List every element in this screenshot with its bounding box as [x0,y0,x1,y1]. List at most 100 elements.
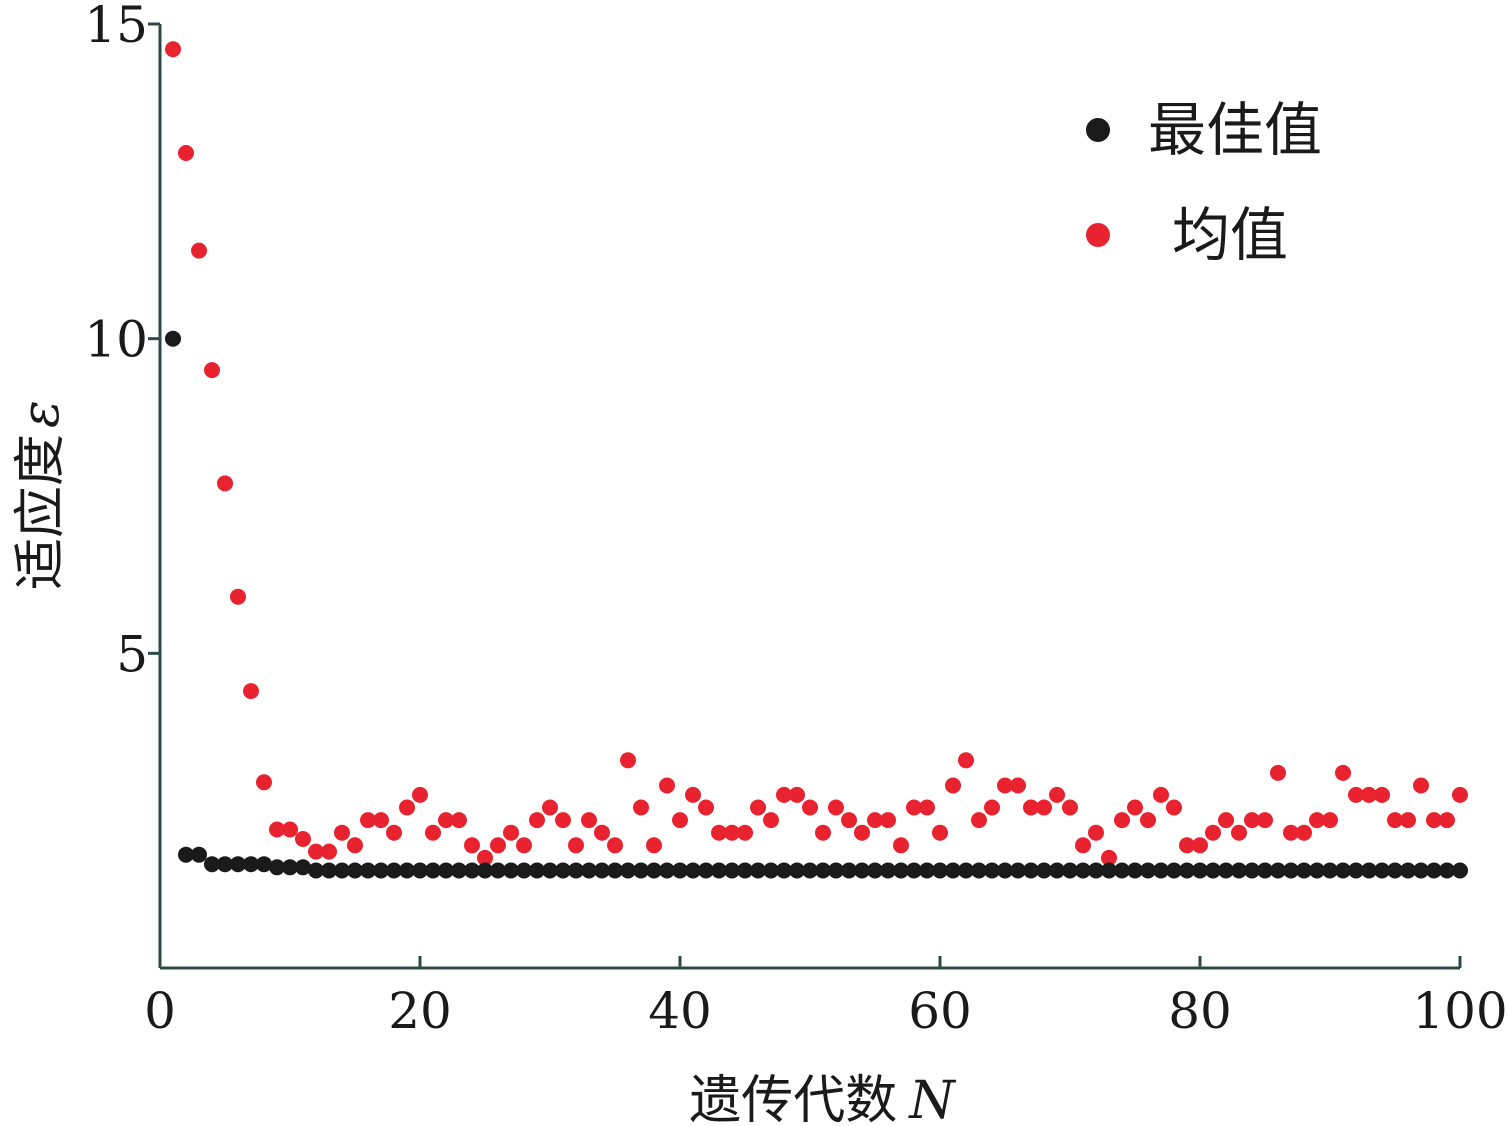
best-value-point [1400,862,1416,879]
mean-value-point [178,145,194,161]
mean-value-point [1101,849,1117,866]
best-value-point [217,856,233,873]
best-value-point [477,862,493,879]
mean-value-point [256,774,272,791]
mean-value-point [815,824,831,841]
mean-value-point [932,824,948,841]
mean-value-point [295,831,311,847]
mean-value-point [1023,799,1039,816]
ticks: 0 20 40 60 80 100 5 10 15 [84,0,1507,1040]
best-value-point [425,862,441,879]
best-value-point [1179,862,1195,879]
mean-value-point [243,683,259,700]
x-tick-label: 20 [388,982,452,1040]
mean-value-point [802,799,818,816]
mean-value-point [789,786,805,803]
best-value-point [1205,862,1221,879]
best-value-point [256,856,272,873]
mean-value-point [698,799,714,816]
mean-value-point [1257,812,1273,829]
best-value-point [1140,862,1156,879]
mean-value-point [490,837,506,854]
mean-value-point [217,475,233,492]
mean-value-point [1439,812,1455,829]
mean-value-point [620,752,636,769]
mean-value-point [958,752,974,769]
best-value-point [854,862,870,879]
y-axis-label: 适应度 [11,434,71,590]
best-value-point [1309,862,1325,879]
best-value-point [321,862,337,879]
best-value-point [464,862,480,879]
mean-value-point [1361,786,1377,803]
best-value-point [698,862,714,879]
best-value-point [672,862,688,879]
mean-value-point [737,824,753,841]
best-value-point [711,862,727,879]
mean-value-point [1348,786,1364,803]
best-value-point [737,862,753,879]
best-value-point [1192,862,1208,879]
mean-value-point [1205,824,1221,841]
mean-value-point [1231,824,1247,841]
mean-value-point [828,799,844,816]
mean-value-point [1153,786,1169,803]
best-value-point [958,862,974,879]
best-value-point [932,862,948,879]
mean-value-point [750,799,766,816]
best-value-point [1322,862,1338,879]
mean-value-point [1192,837,1208,854]
best-value-point [1244,862,1260,879]
mean-value-point [347,837,363,854]
mean-value-point [191,242,207,259]
best-value-point [1348,862,1364,879]
best-value-point [919,862,935,879]
mean-value-point [1218,812,1234,829]
mean-value-point [1413,777,1429,794]
best-value-point [685,862,701,879]
mean-value-point [555,812,571,829]
mean-value-point [1335,764,1351,781]
y-tick-label: 15 [84,0,148,54]
best-value-point [1166,862,1182,879]
best-value-point [1413,862,1429,879]
mean-value-point [685,786,701,803]
best-value-point [347,862,363,879]
best-value-point [269,859,285,876]
mean-value-point [997,777,1013,794]
mean-value-point [984,799,1000,816]
best-value-point [529,862,545,879]
mean-value-point [360,812,376,829]
mean-value-point [1127,799,1143,816]
best-value-point [568,862,584,879]
best-value-point [1062,862,1078,879]
best-value-point [1296,862,1312,879]
best-value-point [750,862,766,879]
best-value-point [945,862,961,879]
best-value-point [1153,862,1169,879]
best-value-point [633,862,649,879]
best-value-point [295,859,311,876]
mean-value-point [893,837,909,854]
mean-value-point [230,588,246,605]
mean-value-point [763,812,779,829]
svg-text:适应度ε: 适应度 ε [11,400,71,590]
mean-value-point [1309,812,1325,829]
best-value-point [412,862,428,879]
best-value-point [1335,862,1351,879]
best-value-point [607,862,623,879]
best-value-point [776,862,792,879]
y-tick-label: 10 [84,311,148,369]
mean-value-point [308,843,324,860]
mean-value-point [529,812,545,829]
legend-entry-mean: 均值 [1086,201,1288,269]
y-tick-label: 5 [116,625,148,683]
mean-value-point [1179,837,1195,854]
axes [158,24,1460,970]
best-value-point [659,862,675,879]
best-value-point [438,862,454,879]
x-tick-label: 80 [1168,982,1232,1040]
mean-value-point [1062,799,1078,816]
